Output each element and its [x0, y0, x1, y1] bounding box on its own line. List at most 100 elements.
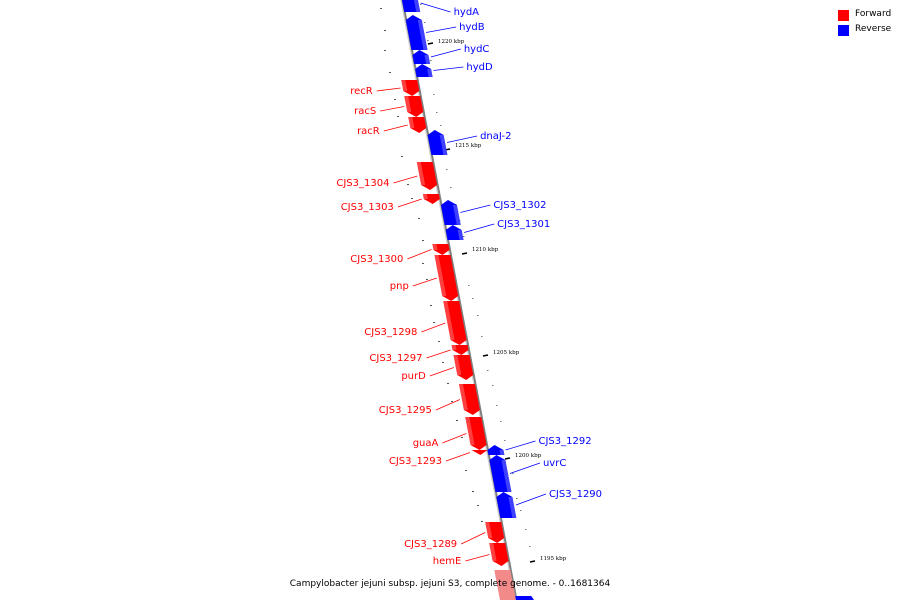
gene-arrow-shade: [451, 345, 457, 350]
gene-arrow-hydc: [412, 50, 431, 64]
gene-arrow-racs: [404, 96, 424, 117]
tick-dot: [397, 116, 399, 117]
tick-dot: [477, 505, 479, 506]
scale-tick: [529, 560, 536, 563]
gene-label-hydd: hydD: [466, 62, 493, 73]
gene-arrow-cjs3_1295: [458, 384, 480, 415]
tick-dot: [520, 510, 522, 511]
gene-arrow-cjs3_1297: [451, 345, 469, 355]
gene-label-cjs3_1292: CJS3_1292: [539, 436, 592, 447]
gene-leader-cjs3_1292: [505, 440, 536, 451]
gene-leader-cjs3_1304: [393, 175, 418, 184]
tick-dot: [380, 8, 382, 9]
gene-arrow-shade: [434, 255, 447, 296]
gene-arrow-cjs3_1301: [445, 225, 464, 240]
gene-arrow-shade: [457, 230, 464, 240]
gene-label-cjs3_1297: CJS3_1297: [369, 353, 422, 364]
gene-leader-cjs3_1290: [515, 493, 547, 506]
gene-leader-hydc: [430, 48, 461, 58]
gene-arrow-shade: [465, 417, 475, 445]
tick-dot: [407, 184, 409, 185]
gene-arrow-cjs3_1303: [422, 194, 440, 204]
tick-dot: [394, 99, 396, 100]
gene-arrow-shade: [401, 80, 408, 91]
tick-dot: [487, 370, 489, 371]
gene-leader-guaa: [442, 433, 467, 444]
gene-leader-pnp: [412, 277, 437, 287]
gene-arrow-shade: [439, 135, 448, 155]
gene-arrow-cjs3_1290: [496, 492, 517, 518]
tick-dot: [450, 187, 452, 188]
tick-dot: [422, 263, 424, 264]
gene-arrow-pnp: [434, 255, 459, 301]
tick-dot: [492, 385, 494, 386]
tick-dot: [529, 546, 531, 547]
tick-dot: [438, 341, 440, 342]
gene-label-hyda: hydA: [454, 7, 480, 18]
gene-arrow-hydd: [415, 64, 433, 77]
gene-arrow-purd: [453, 355, 474, 380]
gene-leader-cjs3_1303: [397, 198, 422, 208]
tick-dot: [516, 498, 518, 499]
scale-label: 1210 kbp: [472, 247, 499, 253]
tick-dot: [465, 470, 467, 471]
gene-leader-heme: [465, 554, 490, 562]
tick-dot: [500, 421, 502, 422]
scale-tick: [504, 457, 511, 460]
gene-arrow-shade: [424, 55, 431, 64]
gene-leader-purd: [429, 367, 454, 377]
gene-label-purd: purD: [401, 371, 426, 382]
gene-label-hydc: hydC: [464, 44, 490, 55]
tick-dot: [420, 4, 422, 5]
gene-label-cjs3_1295: CJS3_1295: [379, 405, 432, 416]
gene-arrow-guaa: [465, 417, 487, 450]
gene-arrow-cjs3_1298: [443, 301, 467, 345]
tick-dot: [430, 305, 432, 306]
tick-dot: [442, 362, 444, 363]
tick-dot: [446, 169, 448, 170]
tick-dot: [411, 198, 413, 199]
gene-arrow-uvrc: [489, 455, 512, 492]
gene-label-cjs3_1304: CJS3_1304: [336, 178, 389, 189]
tick-dot: [401, 156, 403, 157]
gene-leader-cjs3_1298: [421, 322, 446, 333]
gene-arrow-shade: [422, 194, 428, 199]
backbone-axis: [400, 0, 518, 600]
tick-dot: [436, 112, 438, 113]
gene-leader-hydb: [426, 26, 457, 33]
tick-dot: [525, 529, 527, 530]
gene-arrow-hydb: [405, 15, 428, 50]
gene-leader-uvrc: [509, 462, 541, 474]
gene-partial-forward: [494, 570, 516, 600]
legend-label-reverse: Reverse: [855, 24, 892, 34]
gene-partial-reverse: [515, 596, 534, 600]
gene-label-dnaj-2: dnaJ-2: [480, 131, 511, 142]
gene-arrow-cjs3_1293: [471, 450, 488, 455]
gene-arrow-shade: [413, 0, 421, 12]
gene-leader-racr: [383, 124, 408, 132]
gene-label-cjs3_1300: CJS3_1300: [350, 254, 403, 265]
tick-dot: [451, 401, 453, 402]
gene-arrow-shade: [404, 96, 412, 112]
scale-label: 1200 kbp: [515, 453, 542, 459]
tick-dot: [461, 437, 463, 438]
gene-label-cjs3_1289: CJS3_1289: [404, 539, 457, 550]
gene-arrow-shade: [501, 460, 512, 492]
tick-dot: [430, 60, 432, 61]
gene-leader-cjs3_1301: [464, 223, 495, 233]
gene-label-guaa: guaA: [413, 438, 439, 449]
tick-dot: [481, 521, 483, 522]
tick-dot: [384, 30, 386, 31]
tick-dot: [496, 405, 498, 406]
tick-dot: [463, 236, 465, 237]
gene-arrow-shade: [452, 205, 461, 225]
legend-label-forward: Forward: [855, 9, 892, 19]
gene-arrow-hyda: [401, 0, 421, 12]
gene-arrow-shade: [432, 244, 438, 250]
gene-leader-recr: [376, 87, 401, 92]
gene-arrow-shade: [416, 162, 426, 185]
tick-dot: [427, 40, 429, 41]
gene-arrow-shade: [485, 522, 493, 538]
legend-item-forward: Forward: [838, 9, 898, 24]
